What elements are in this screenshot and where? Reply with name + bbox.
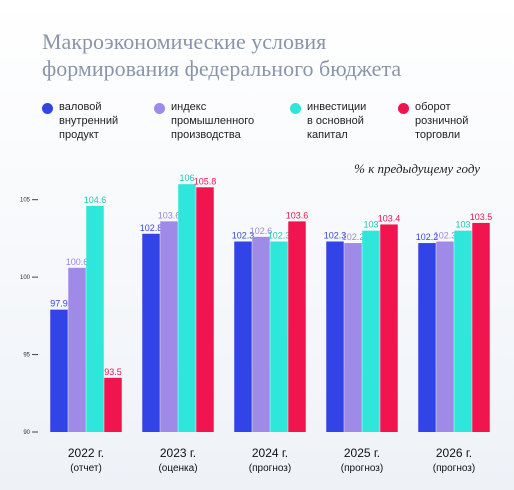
data-label: 106 [179,173,194,183]
x-category-note: (прогноз) [341,463,383,474]
data-label: 103 [363,220,378,230]
data-label: 103.6 [158,210,181,220]
x-category-note: (прогноз) [433,463,475,474]
unit-note: % к предыдущему году [354,161,480,176]
bar [380,224,398,432]
bar [86,205,104,432]
bar [142,233,160,432]
legend-dot-gdp [42,103,53,114]
bar [436,241,454,432]
title-line-2: формирования федерального бюджета [42,56,402,81]
data-label: 102.8 [140,223,163,233]
legend-dot-investment [290,103,301,114]
legend-dot-industry [154,103,165,114]
legend-label-gdp: валовой внутренний продукт [59,101,119,141]
bar [288,221,306,432]
y-tick-label: 105 [20,198,31,204]
data-label: 102.2 [416,232,439,242]
bar [196,187,214,432]
data-label: 102.6 [250,226,273,236]
bar [252,236,270,432]
y-tick-label: 95 [23,353,30,359]
x-category-label: 2024 г. [252,446,288,460]
legend-label-retail: оборот розничной торговли [415,101,469,141]
data-label: 104.6 [84,195,107,205]
y-tick-label: 90 [23,430,30,436]
x-category-label: 2023 г. [160,446,196,460]
bar [104,377,122,432]
bar [418,243,436,432]
data-label: 105.8 [194,176,217,186]
bar [270,241,288,432]
x-category-label: 2022 г. [68,446,104,460]
title-line-1: Макроэкономические условия [42,29,327,54]
legend: валовой внутренний продукт индекс промышлен… [42,100,512,148]
data-label: 102.3 [324,231,347,241]
x-category-label: 2025 г. [344,446,380,460]
bar [344,243,362,432]
bar [326,241,344,432]
x-category-note: (оценка) [158,463,197,474]
y-tick-label: 100 [20,275,31,281]
legend-label-investment: инвестиции в основной капитал [307,101,367,141]
bar [472,222,490,432]
data-label: 102.3 [232,231,255,241]
data-label: 103.5 [470,212,493,222]
data-label: 103.6 [286,210,309,220]
data-label: 102.2 [342,232,365,242]
data-label: 102.3 [268,231,291,241]
legend-label-industry: индекс промышленного производства [171,101,255,141]
bar [160,221,178,432]
bar [362,230,380,432]
legend-dot-retail [398,103,409,114]
chart-title: Макроэкономические условия формирования … [42,28,502,82]
x-category-note: (прогноз) [249,463,291,474]
data-label: 103.4 [378,213,401,223]
data-label: 100.6 [66,257,89,267]
x-category-note: (отчет) [70,463,102,474]
bar [178,184,196,432]
x-category-label: 2026 г. [436,446,472,460]
data-label: 97.9 [50,299,68,309]
data-label: 103 [455,220,470,230]
bar [68,267,86,432]
data-label: 93.5 [104,367,122,377]
bar [234,241,252,432]
data-label: 102.3 [434,231,457,241]
bar [50,309,68,432]
bar [454,230,472,432]
